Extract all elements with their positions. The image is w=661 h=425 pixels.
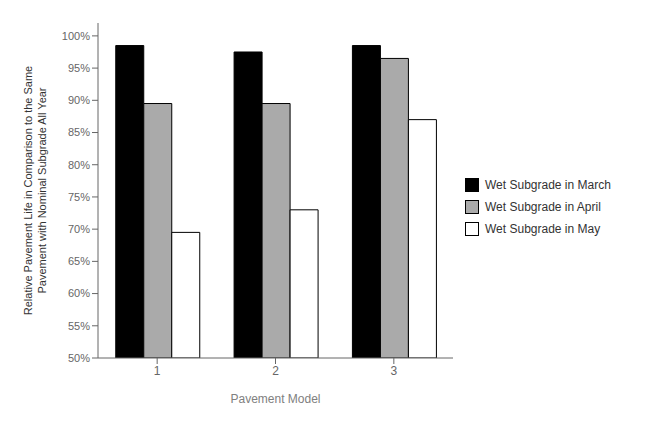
html-text:Wet Subgrade in April: Wet Subgrade in April xyxy=(485,199,601,214)
svg-text:Pavement Model: Pavement Model xyxy=(230,392,320,406)
svg-text:75%: 75% xyxy=(68,191,90,203)
svg-text:65%: 65% xyxy=(68,255,90,267)
svg-text:Relative Pavement Life in Comp: Relative Pavement Life in Comparison to … xyxy=(22,66,48,315)
svg-text:3: 3 xyxy=(390,364,397,378)
svg-text:55%: 55% xyxy=(68,320,90,332)
svg-text:2: 2 xyxy=(272,364,279,378)
svg-text:60%: 60% xyxy=(68,287,90,299)
svg-text:80%: 80% xyxy=(68,159,90,171)
svg-text:70%: 70% xyxy=(68,223,90,235)
html-text:Wet Subgrade in March: Wet Subgrade in March xyxy=(485,177,611,192)
svg-text:50%: 50% xyxy=(68,352,90,364)
svg-text:90%: 90% xyxy=(68,94,90,106)
svg-text:85%: 85% xyxy=(68,126,90,138)
svg-text:1: 1 xyxy=(154,364,161,378)
svg-text:100%: 100% xyxy=(62,30,90,42)
html-text:Wet Subgrade in May: Wet Subgrade in May xyxy=(485,221,601,236)
svg-text:95%: 95% xyxy=(68,62,90,74)
